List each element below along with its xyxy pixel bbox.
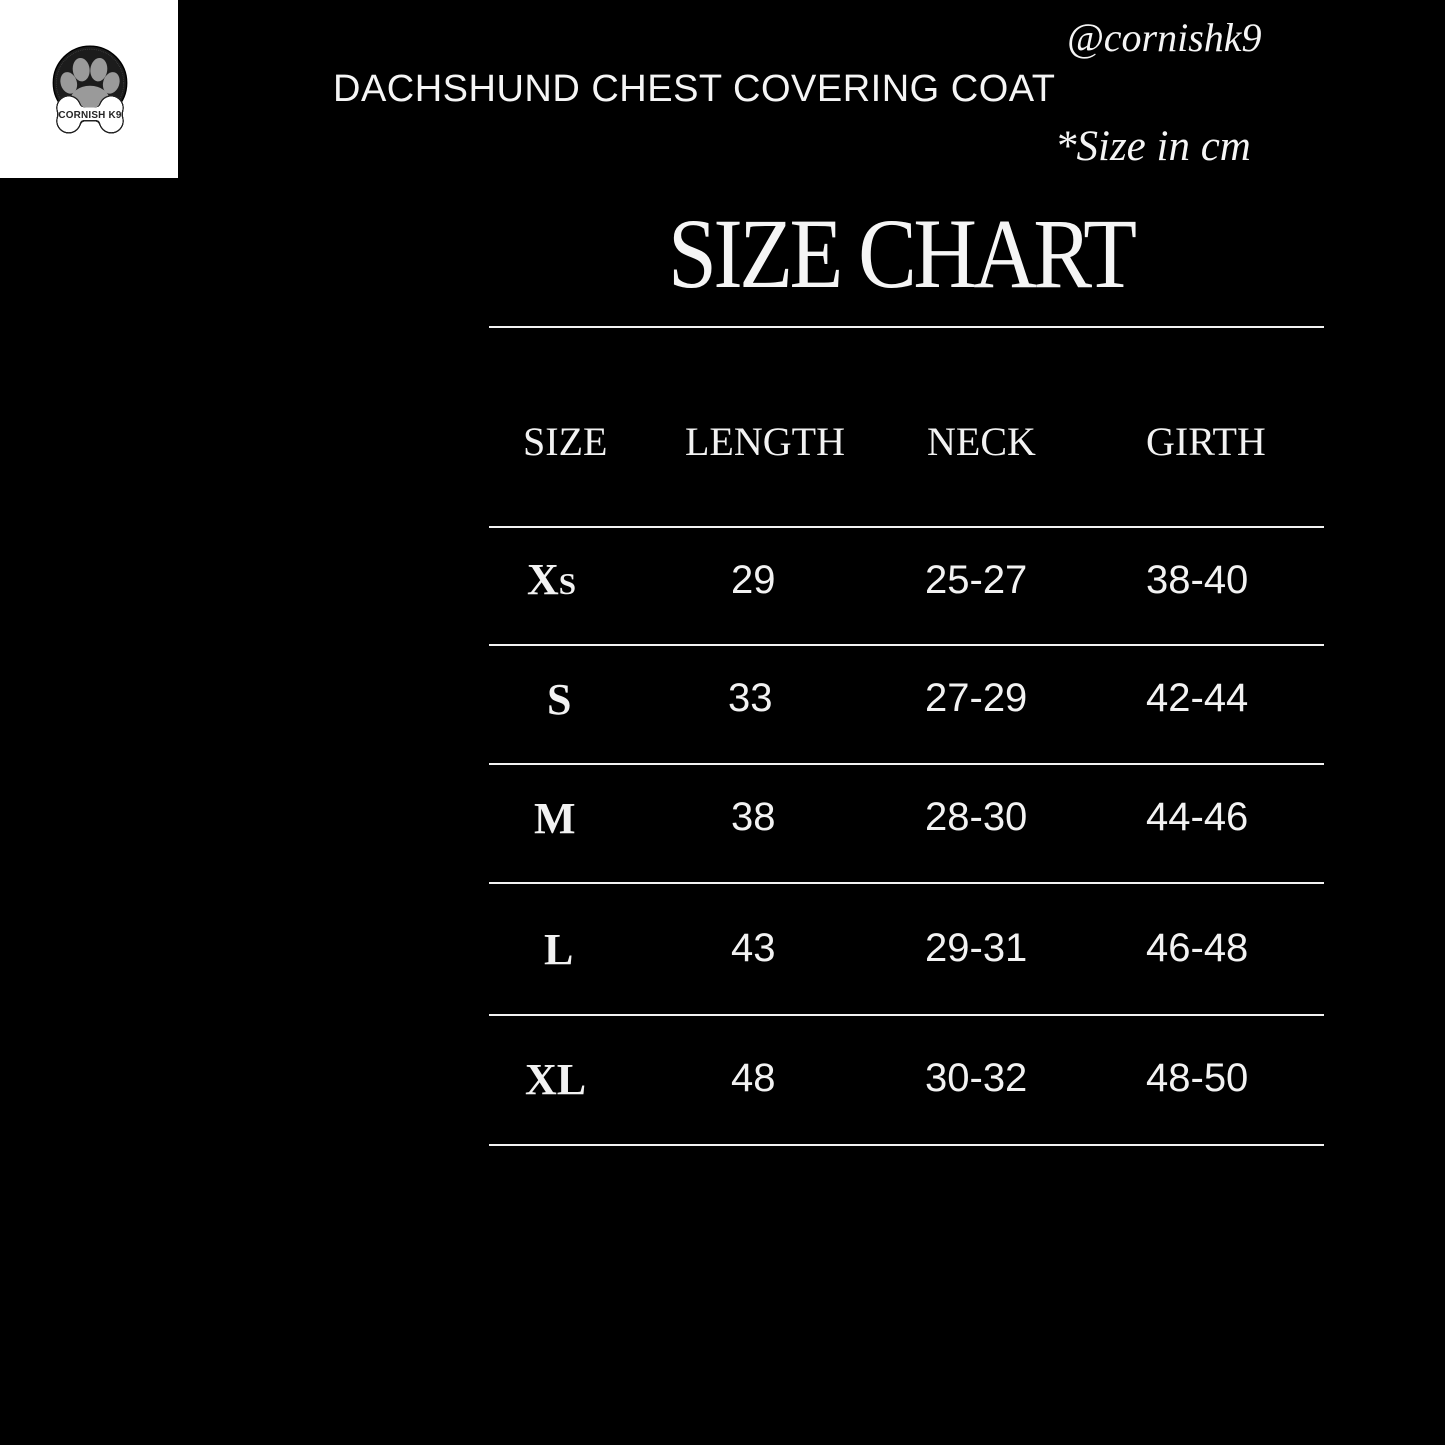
svg-text:CORNISH K9: CORNISH K9 xyxy=(58,110,121,121)
